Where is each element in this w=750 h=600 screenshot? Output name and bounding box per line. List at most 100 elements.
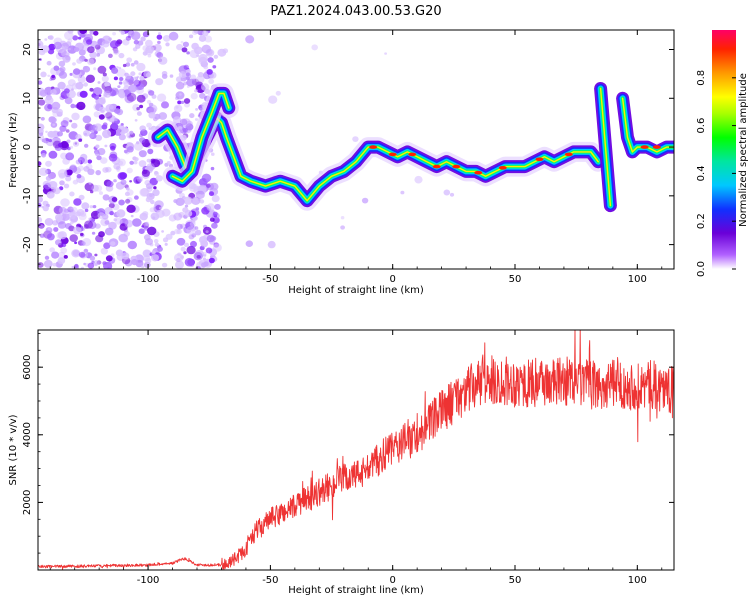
noise-speckle bbox=[66, 139, 71, 144]
noise-speckle bbox=[108, 53, 113, 58]
noise-speckle bbox=[75, 211, 82, 217]
noise-speckle bbox=[105, 255, 113, 262]
noise-speckle bbox=[162, 35, 171, 42]
noise-speckle bbox=[71, 249, 81, 258]
noise-speckle bbox=[48, 35, 54, 40]
noise-speckle bbox=[38, 80, 43, 85]
noise-speckle bbox=[58, 206, 67, 214]
noise-speckle bbox=[118, 30, 123, 33]
noise-speckle bbox=[66, 169, 73, 176]
snr-y-label: SNR (10 * v/v) bbox=[8, 414, 19, 485]
noise-speckle bbox=[89, 205, 94, 209]
noise-speckle bbox=[61, 213, 70, 221]
noise-speckle bbox=[93, 30, 99, 36]
ridge-layer bbox=[157, 117, 599, 202]
noise-speckle bbox=[158, 56, 168, 65]
noise-speckle bbox=[64, 88, 70, 94]
noise-speckle bbox=[184, 209, 193, 218]
noise-speckle bbox=[148, 112, 156, 119]
hot-spot bbox=[652, 145, 661, 149]
noise-speckle bbox=[74, 241, 78, 245]
noise-speckle bbox=[136, 94, 146, 103]
noise-speckle bbox=[87, 159, 93, 164]
noise-speckle bbox=[103, 264, 107, 267]
noise-speckle bbox=[87, 58, 95, 66]
snr-y-ticks: 2000 4000 6000 bbox=[22, 332, 674, 554]
noise-speckle bbox=[129, 180, 133, 183]
noise-speckle bbox=[144, 222, 148, 226]
noise-speckle bbox=[89, 133, 94, 138]
noise-speckle bbox=[53, 227, 59, 232]
noise-speckle bbox=[105, 112, 113, 119]
noise-speckle bbox=[211, 222, 218, 229]
noise-speckle bbox=[118, 76, 124, 82]
noise-speckle bbox=[183, 196, 193, 205]
noise-speckle bbox=[46, 60, 52, 66]
noise-speckle bbox=[126, 57, 133, 63]
y-tick-label: 4000 bbox=[22, 422, 33, 447]
noise-speckle bbox=[179, 118, 188, 126]
colorbar-label: Normalized spectral amplitude bbox=[738, 73, 749, 227]
noise-speckle bbox=[189, 262, 195, 267]
ridge-layer bbox=[599, 87, 612, 207]
noise-speckle bbox=[122, 38, 130, 46]
noise-speckle bbox=[84, 132, 87, 136]
noise-speckle bbox=[97, 65, 107, 74]
noise-speckle bbox=[49, 247, 55, 253]
noise-speckle bbox=[76, 58, 83, 64]
noise-speckle bbox=[122, 80, 128, 85]
noise-speckle bbox=[192, 30, 198, 36]
noise-speckle bbox=[39, 89, 48, 97]
noise-speckle bbox=[48, 139, 52, 143]
noise-speckle bbox=[81, 202, 90, 210]
noise-speckle bbox=[124, 73, 132, 80]
noise-speckle bbox=[63, 183, 70, 189]
noise-speckle bbox=[112, 32, 116, 36]
noise-speckle bbox=[104, 220, 110, 225]
noise-speckle bbox=[110, 241, 116, 247]
noise-speckle bbox=[155, 78, 164, 86]
noise-speckle bbox=[208, 257, 215, 264]
noise-speckle bbox=[38, 161, 42, 166]
noise-speckle bbox=[71, 112, 80, 121]
noise-speckle bbox=[178, 71, 187, 79]
noise-speckle bbox=[53, 65, 60, 71]
noise-speckle bbox=[71, 265, 75, 269]
noise-speckle bbox=[126, 146, 134, 153]
noise-speckle bbox=[145, 238, 153, 246]
noise-speckle bbox=[95, 103, 101, 108]
noise-speckle bbox=[123, 149, 128, 154]
noise-speckle bbox=[193, 30, 201, 34]
noise-speckle bbox=[185, 69, 191, 74]
noise-speckle bbox=[44, 38, 48, 41]
noise-speckle bbox=[134, 195, 139, 200]
noise-speckle bbox=[186, 51, 190, 55]
spectrogram-x-label: Height of straight line (km) bbox=[288, 285, 424, 296]
x-tick-label: 50 bbox=[509, 575, 522, 586]
noise-speckle bbox=[206, 69, 213, 75]
noise-speckle bbox=[67, 206, 74, 213]
noise-speckle bbox=[51, 101, 61, 110]
noise-speckle bbox=[136, 107, 140, 111]
noise-speckle bbox=[78, 138, 83, 142]
noise-speckle bbox=[177, 100, 182, 105]
noise-speckle bbox=[183, 64, 189, 70]
noise-speckle bbox=[134, 119, 138, 122]
noise-speckle bbox=[79, 30, 87, 34]
noise-speckle bbox=[77, 36, 82, 40]
noise-speckle bbox=[130, 31, 141, 41]
noise-speckle bbox=[170, 230, 176, 236]
noise-speckle bbox=[102, 167, 109, 173]
noise-speckle bbox=[183, 251, 187, 255]
noise-speckle bbox=[81, 42, 87, 47]
noise-speckle bbox=[148, 127, 152, 130]
noise-speckle bbox=[126, 204, 136, 213]
noise-speckle bbox=[96, 155, 102, 161]
noise-speckle bbox=[64, 31, 74, 40]
noise-speckle bbox=[186, 78, 196, 87]
noise-speckle bbox=[69, 191, 75, 197]
noise-speckle bbox=[206, 182, 215, 191]
noise-speckle bbox=[109, 105, 114, 110]
hot-spot bbox=[369, 145, 378, 149]
